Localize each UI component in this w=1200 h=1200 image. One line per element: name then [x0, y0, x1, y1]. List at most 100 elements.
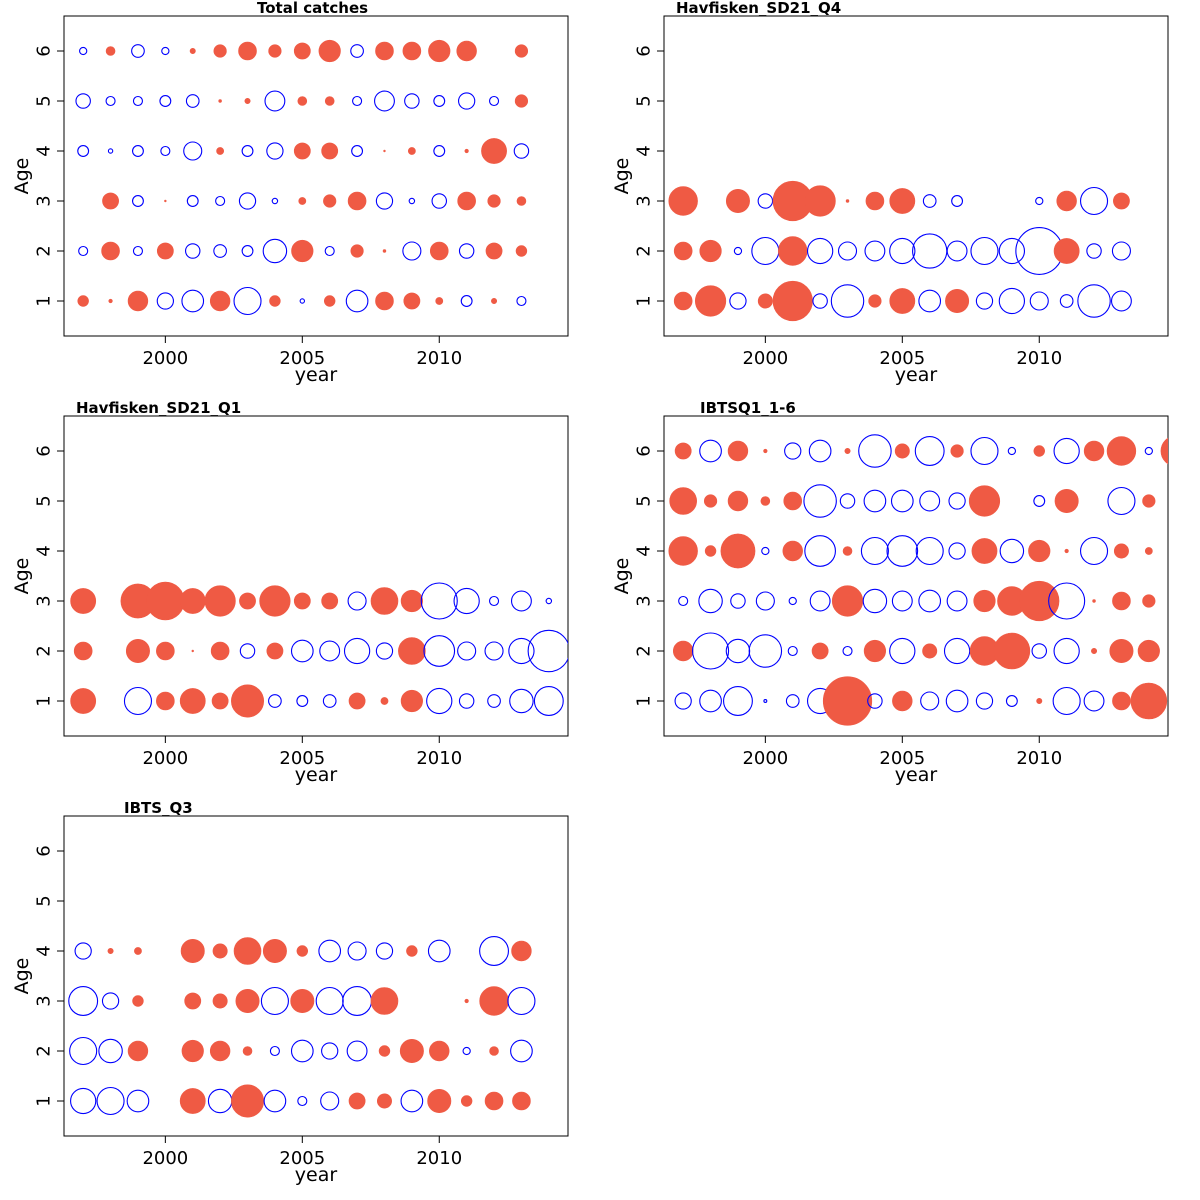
positive-residual-bubble [375, 41, 394, 61]
plot-frame [663, 415, 1169, 737]
negative-residual-bubble [126, 1089, 150, 1113]
positive-residual-bubble [725, 189, 750, 214]
negative-residual-bubble [862, 588, 888, 614]
negative-residual-bubble [867, 693, 883, 709]
y-tick-label: 4 [34, 545, 55, 556]
negative-residual-bubble [290, 639, 314, 663]
negative-residual-bubble [458, 693, 475, 709]
positive-residual-bubble [266, 642, 284, 660]
positive-residual-bubble [950, 444, 964, 458]
x-tick-label: 2000 [142, 1148, 188, 1169]
positive-residual-bubble [382, 249, 387, 253]
negative-residual-bubble [919, 490, 941, 512]
x-tick-label: 2000 [742, 748, 788, 769]
y-tick-label: 1 [634, 695, 655, 706]
negative-residual-bubble [488, 595, 500, 607]
positive-residual-bubble [238, 41, 257, 61]
negative-residual-bubble [433, 145, 446, 157]
bubbles [668, 180, 1132, 322]
positive-residual-bubble [293, 142, 311, 160]
positive-residual-bubble [1130, 682, 1168, 720]
negative-residual-bubble [886, 535, 919, 567]
y-tick-label: 4 [634, 145, 655, 156]
x-tick-label: 2005 [879, 348, 925, 369]
x-tick-label: 2000 [142, 348, 188, 369]
negative-residual-bubble [1033, 495, 1046, 507]
negative-residual-bubble [290, 1039, 314, 1063]
positive-residual-bubble [378, 1045, 391, 1057]
y-tick-label: 2 [34, 645, 55, 656]
positive-residual-bubble [231, 1084, 265, 1118]
negative-residual-bubble [374, 90, 395, 112]
positive-residual-bubble [1160, 437, 1168, 465]
positive-residual-bubble [348, 1092, 366, 1110]
positive-residual-bubble [772, 280, 813, 322]
positive-residual-bubble [512, 1091, 531, 1111]
panel-title: IBTS_Q3 [124, 799, 193, 817]
negative-residual-bubble [297, 1095, 308, 1107]
negative-residual-bubble [1077, 284, 1111, 318]
positive-residual-bubble [242, 1046, 253, 1056]
positive-residual-bubble [70, 588, 97, 614]
positive-residual-bubble [516, 196, 527, 206]
negative-residual-bubble [402, 241, 422, 261]
negative-residual-bubble [207, 1088, 233, 1114]
negative-residual-bubble [730, 593, 746, 609]
positive-residual-bubble [511, 940, 532, 962]
negative-residual-bubble [918, 589, 942, 613]
negative-residual-bubble [516, 295, 527, 307]
positive-residual-bubble [668, 536, 698, 566]
negative-residual-bubble [345, 289, 369, 313]
negative-residual-bubble [510, 590, 532, 612]
positive-residual-bubble [1112, 591, 1131, 611]
positive-residual-bubble [822, 676, 873, 726]
positive-residual-bubble [156, 641, 175, 661]
negative-residual-bubble [185, 94, 200, 108]
negative-residual-bubble [1107, 486, 1136, 516]
negative-residual-bubble [508, 637, 535, 665]
negative-residual-bubble [751, 236, 780, 266]
positive-residual-bubble [968, 485, 1001, 517]
positive-residual-bubble [673, 291, 693, 311]
x-tick-label: 2010 [416, 1148, 462, 1169]
negative-residual-bubble [830, 284, 865, 318]
y-axis-label: Age [611, 558, 633, 595]
negative-residual-bubble [431, 193, 448, 209]
negative-residual-bubble [70, 1087, 97, 1115]
x-tick-label: 2005 [879, 748, 925, 769]
y-tick-label: 3 [34, 995, 55, 1006]
positive-residual-bubble [350, 244, 364, 258]
positive-residual-bubble [1112, 691, 1131, 711]
positive-residual-bubble [669, 487, 697, 515]
positive-residual-bubble [216, 147, 225, 155]
positive-residual-bubble [1109, 638, 1134, 663]
negative-residual-bubble [945, 689, 969, 713]
negative-residual-bubble [347, 591, 367, 611]
positive-residual-bubble [262, 938, 287, 963]
negative-residual-bubble [96, 1086, 125, 1116]
y-tick-label: 2 [634, 645, 655, 656]
positive-residual-bubble [993, 632, 1031, 670]
negative-residual-bubble [788, 596, 797, 606]
y-axis-label: Age [11, 558, 33, 595]
negative-residual-bubble [479, 936, 509, 966]
panel-title: IBTSQ1_1-6 [700, 399, 796, 417]
positive-residual-bubble [1142, 594, 1156, 608]
negative-residual-bubble [239, 643, 256, 659]
positive-residual-bubble [727, 490, 749, 512]
negative-residual-bubble [458, 92, 476, 110]
positive-residual-bubble [370, 987, 399, 1015]
positive-residual-bubble [293, 42, 311, 60]
x-tick-label: 2010 [416, 748, 462, 769]
positive-residual-bubble [218, 99, 222, 103]
negative-residual-bubble [918, 289, 942, 313]
positive-residual-bubble [515, 245, 528, 257]
negative-residual-bubble [299, 298, 306, 304]
positive-residual-bubble [189, 47, 196, 54]
negative-residual-bubble [264, 90, 286, 112]
positive-residual-bubble [268, 44, 282, 58]
negative-residual-bubble [1029, 291, 1049, 311]
negative-residual-bubble [427, 939, 451, 963]
negative-residual-bubble [975, 692, 994, 710]
y-tick-label: 4 [634, 545, 655, 556]
